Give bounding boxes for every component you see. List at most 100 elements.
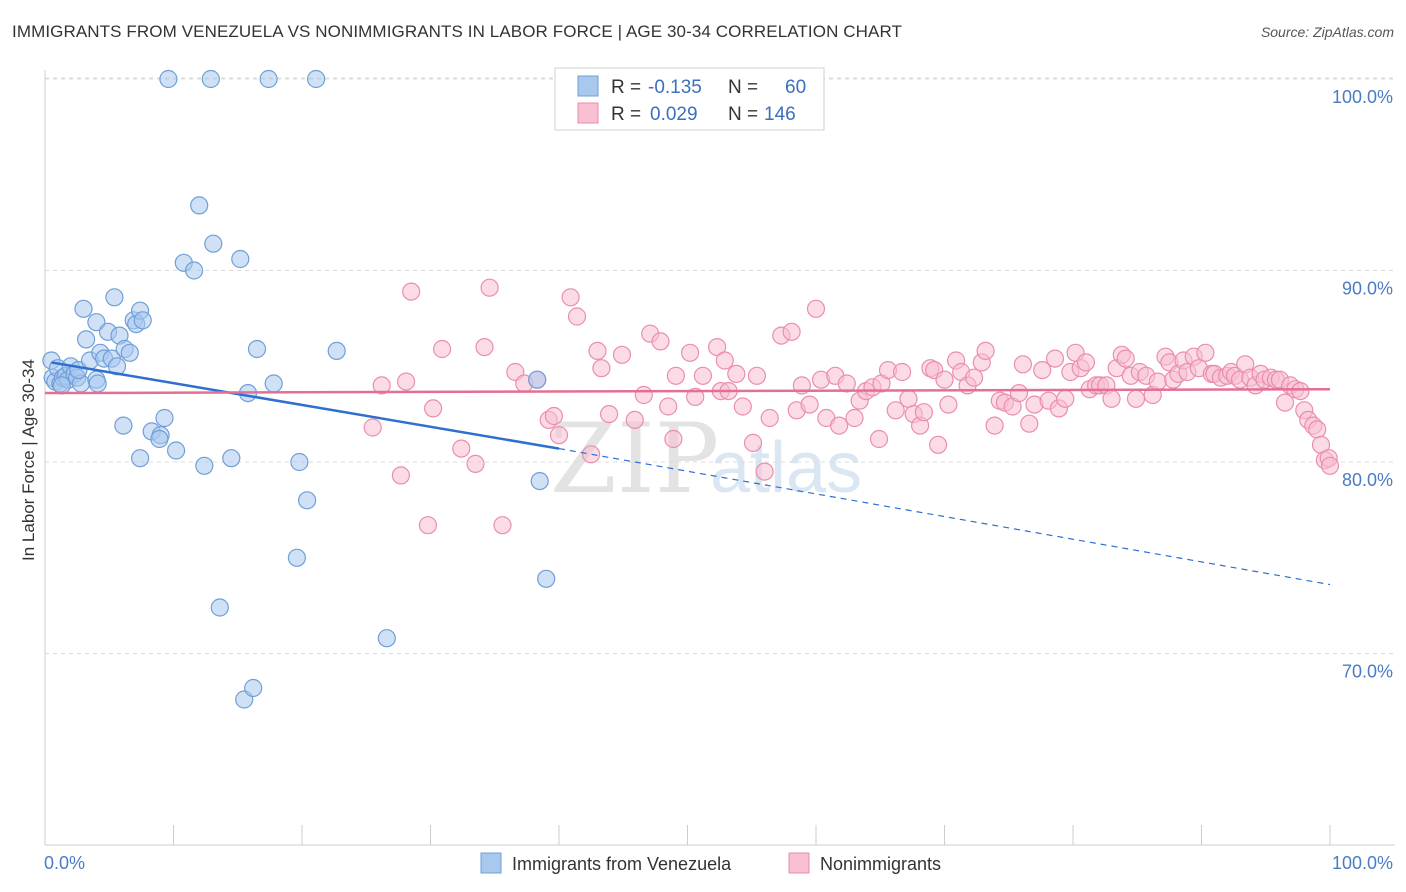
data-point (493, 516, 512, 535)
data-point (592, 359, 611, 378)
data-point (829, 416, 849, 435)
data-point (612, 345, 632, 364)
data-point (1102, 389, 1121, 408)
data-point (599, 405, 619, 424)
data-point (264, 374, 283, 393)
data-point (244, 678, 263, 698)
data-point (307, 69, 326, 89)
data-point (976, 341, 995, 360)
data-point (402, 282, 421, 301)
data-point (537, 569, 556, 588)
data-point (625, 410, 644, 429)
data-point (715, 351, 734, 370)
data-point (133, 311, 152, 330)
data-point (1148, 372, 1167, 391)
data-point (727, 364, 746, 383)
data-point (1020, 414, 1039, 433)
data-point (424, 399, 443, 418)
data-point (201, 69, 220, 89)
legend-n-value-1: 60 (785, 77, 806, 98)
data-point (159, 69, 178, 89)
data-point (528, 370, 547, 389)
data-point (837, 374, 856, 393)
data-point (74, 299, 93, 318)
source-credit: Source: ZipAtlas.com (1260, 24, 1394, 40)
data-point (131, 449, 150, 468)
bottom-legend-swatch-nonimmigrants (788, 852, 810, 874)
legend-r-value-2: 0.029 (650, 104, 698, 125)
data-point (372, 376, 391, 395)
data-point (985, 416, 1004, 435)
tick-labels: 70.0% 80.0% 90.0% 100.0% 0.0% 100.0% (44, 87, 1393, 873)
data-point (1076, 353, 1096, 372)
data-point (298, 491, 317, 510)
data-point (686, 387, 705, 406)
trend-line-nonimmigrants (44, 387, 1331, 395)
data-point (581, 445, 601, 464)
data-point (1056, 389, 1075, 408)
data-point (530, 472, 549, 491)
data-point (247, 339, 267, 359)
data-point (466, 454, 485, 473)
data-point (76, 330, 96, 349)
data-point (664, 429, 683, 449)
data-point (452, 439, 471, 458)
correlation-legend: R = -0.135 N = 60 R = 0.029 N = 146 (554, 67, 825, 131)
trend-lines (44, 361, 1331, 586)
series-legend: Immigrants from Venezuela Nonimmigrants (480, 852, 941, 874)
data-point (433, 339, 452, 359)
data-point (1126, 389, 1146, 408)
y-tick-label-90: 90.0% (1342, 279, 1393, 299)
data-point (475, 338, 494, 357)
x-tick-label-left: 0.0% (44, 853, 85, 873)
data-point (185, 261, 204, 280)
data-point (287, 548, 306, 567)
data-point (743, 433, 763, 452)
data-point (290, 452, 309, 472)
data-point (549, 426, 569, 445)
data-point (1116, 349, 1135, 368)
data-point (800, 395, 819, 414)
data-point (391, 466, 410, 485)
trend-line-venezuela-extension (558, 448, 1331, 586)
data-point (1033, 361, 1052, 380)
data-point (964, 368, 984, 387)
data-point (1320, 456, 1340, 475)
data-point (899, 389, 918, 408)
data-point (747, 366, 767, 385)
y-axis-label: In Labor Force | Age 30-34 (19, 359, 38, 561)
data-point (845, 408, 864, 428)
data-point (105, 288, 124, 307)
legend-n-value-2: 146 (764, 104, 796, 125)
legend-swatch-venezuela (577, 75, 599, 97)
data-point (1013, 355, 1033, 374)
data-point (195, 456, 214, 475)
bottom-legend-swatch-venezuela (480, 852, 502, 874)
series-immigrants-venezuela (42, 69, 556, 709)
data-point (1045, 349, 1065, 368)
data-point (1291, 382, 1310, 401)
data-point (588, 341, 607, 360)
data-point (155, 408, 174, 428)
y-tick-label-80: 80.0% (1342, 470, 1393, 490)
data-point (327, 341, 346, 360)
bottom-legend-label-venezuela: Immigrants from Venezuela (512, 854, 732, 874)
data-point (707, 338, 727, 357)
data-point (1275, 393, 1295, 412)
data-point (544, 406, 564, 426)
data-point (561, 288, 580, 307)
data-point (363, 418, 382, 437)
data-point (886, 401, 905, 420)
data-point (928, 435, 948, 454)
data-point (88, 374, 107, 393)
data-point (377, 629, 396, 648)
legend-r-label-1: R = (611, 77, 641, 98)
data-point (892, 362, 912, 382)
data-point (634, 385, 653, 405)
chart-title: IMMIGRANTS FROM VENEZUELA VS NONIMMIGRAN… (12, 22, 903, 41)
y-tick-label-70: 70.0% (1342, 662, 1393, 682)
data-point (167, 441, 186, 460)
data-point (935, 370, 954, 389)
data-point (755, 462, 774, 481)
